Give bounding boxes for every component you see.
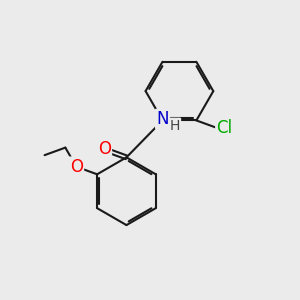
Text: O: O [70, 158, 83, 176]
Text: N: N [156, 110, 169, 128]
Text: Cl: Cl [216, 119, 232, 137]
Text: O: O [98, 140, 111, 158]
Text: H: H [170, 119, 180, 133]
